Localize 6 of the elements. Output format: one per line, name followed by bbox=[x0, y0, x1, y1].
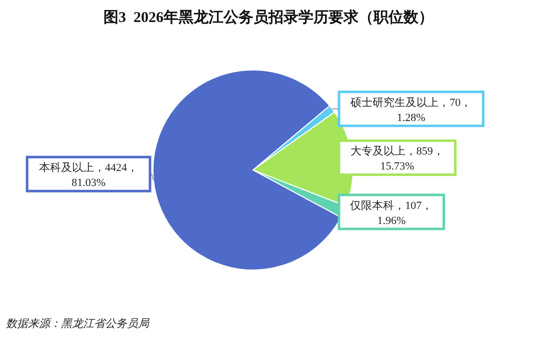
chart-title: 图3 2026年黑龙江公务员招录学历要求（职位数） bbox=[102, 8, 434, 27]
slice-label: 仅限本科，107，1.96% bbox=[350, 198, 433, 227]
slice-label: 硕士研究生及以上，70，1.28% bbox=[350, 96, 472, 124]
source-note: 数据来源：黑龙江省公务员局 bbox=[6, 317, 149, 331]
slice-label: 本科及以上，4424，81.03% bbox=[39, 161, 138, 190]
slice-label: 大专及以上，859，15.73% bbox=[350, 144, 444, 173]
